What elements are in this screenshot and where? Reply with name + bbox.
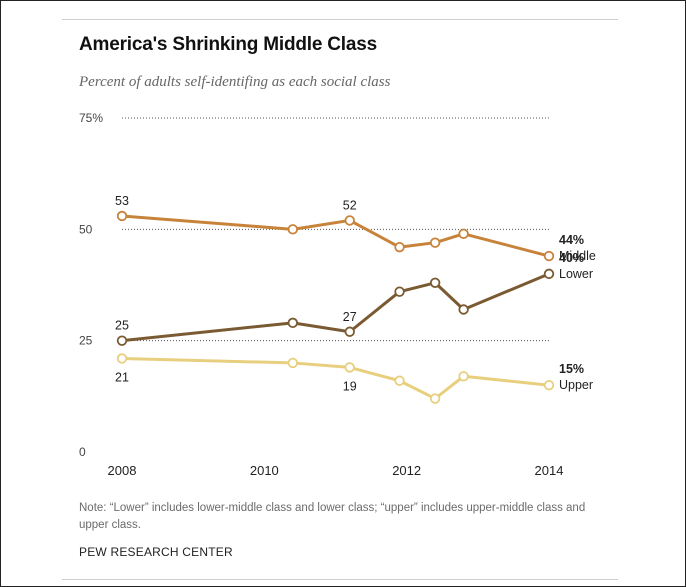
y-tick-label: 50 <box>79 222 93 236</box>
bottom-rule <box>62 579 618 580</box>
chart-title: America's Shrinking Middle Class <box>79 34 377 55</box>
data-point-middle <box>287 224 299 235</box>
end-name-lower: Lower <box>559 267 593 281</box>
data-label-upper: 19 <box>343 379 357 393</box>
y-tick-label: 0 <box>79 445 86 459</box>
data-point-middle <box>543 250 555 262</box>
series-line-lower <box>121 272 550 343</box>
data-point-upper <box>429 393 441 404</box>
chart-note: Note: “Lower” includes lower-middle clas… <box>79 502 586 531</box>
end-name-middle: Middle <box>559 249 596 263</box>
data-label-lower: 25 <box>115 319 129 333</box>
data-label-lower: 27 <box>343 310 357 324</box>
end-value-upper: 15% <box>559 362 584 376</box>
line-chart: 0 25 50 75% 2008 2010 2012 2014 53 52 44% Middle 25… <box>79 111 596 478</box>
x-tick-label: 2012 <box>392 463 421 478</box>
end-value-middle: 44% <box>559 233 584 247</box>
data-label-middle: 52 <box>343 198 357 212</box>
data-point-upper <box>543 380 555 391</box>
label-layer: 53 52 44% Middle 25 27 40% Lower 21 19 15% Upper <box>115 194 596 393</box>
data-point-lower <box>287 317 299 329</box>
data-point-lower <box>116 335 128 346</box>
data-point-lower <box>344 326 355 337</box>
data-label-middle: 53 <box>115 194 129 208</box>
data-point-upper <box>458 371 469 382</box>
data-point-upper <box>287 357 299 369</box>
y-tick-label: 25 <box>79 334 93 348</box>
source-credit: PEW RESEARCH CENTER <box>79 545 233 559</box>
chart-subtitle: Percent of adults self-identifing as eac… <box>79 74 391 90</box>
data-point-middle <box>429 237 441 248</box>
x-tick-label: 2010 <box>250 463 279 478</box>
data-point-upper <box>344 362 355 373</box>
data-point-lower <box>429 277 441 288</box>
x-tick-label: 2008 <box>108 463 137 478</box>
series-layer <box>116 210 555 404</box>
data-point-lower <box>543 268 555 280</box>
y-tick-label: 75% <box>79 111 103 125</box>
end-value-lower: 40% <box>559 251 584 265</box>
data-point-middle <box>116 210 128 222</box>
data-point-lower <box>394 286 405 297</box>
data-point-upper <box>394 375 405 386</box>
data-point-lower <box>458 304 469 315</box>
top-rule <box>62 19 618 20</box>
end-name-upper: Upper <box>559 378 593 392</box>
data-point-middle <box>344 215 355 226</box>
data-point-upper <box>116 353 128 364</box>
data-label-upper: 21 <box>115 370 129 384</box>
data-point-middle <box>394 241 405 253</box>
series-line-upper <box>121 356 550 401</box>
series-line-middle <box>121 214 550 258</box>
grid-layer <box>122 117 549 342</box>
axis-layer: 0 25 50 75% 2008 2010 2012 2014 <box>79 111 563 478</box>
x-tick-label: 2014 <box>535 463 564 478</box>
data-point-middle <box>458 228 469 239</box>
